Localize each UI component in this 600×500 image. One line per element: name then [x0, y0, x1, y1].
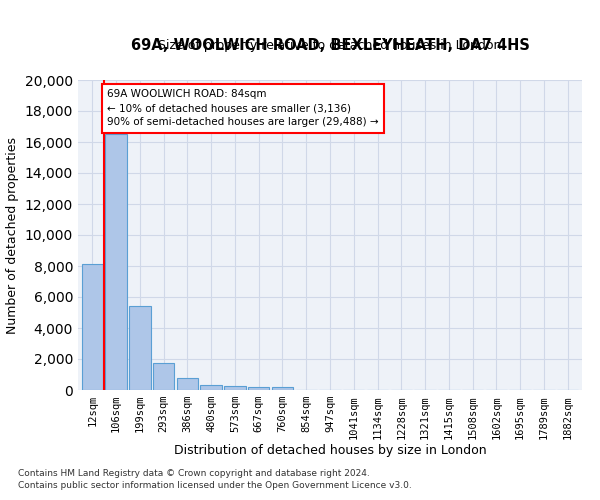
Bar: [82, 264, 103, 390]
Bar: [176, 378, 198, 390]
Bar: [248, 386, 269, 390]
Text: Contains HM Land Registry data © Crown copyright and database right 2024.: Contains HM Land Registry data © Crown c…: [18, 468, 370, 477]
Bar: [200, 385, 222, 390]
X-axis label: Distribution of detached houses by size in London: Distribution of detached houses by size …: [173, 444, 487, 457]
Text: 69A, WOOLWICH ROAD, BEXLEYHEATH, DA7 4HS: 69A, WOOLWICH ROAD, BEXLEYHEATH, DA7 4HS: [131, 38, 529, 52]
Bar: [129, 306, 151, 390]
Bar: [153, 363, 174, 390]
Y-axis label: Number of detached properties: Number of detached properties: [6, 136, 19, 334]
Text: Contains public sector information licensed under the Open Government Licence v3: Contains public sector information licen…: [18, 481, 412, 490]
Text: 69A WOOLWICH ROAD: 84sqm
← 10% of detached houses are smaller (3,136)
90% of sem: 69A WOOLWICH ROAD: 84sqm ← 10% of detach…: [107, 90, 379, 128]
Bar: [272, 387, 293, 390]
Title: Size of property relative to detached houses in London: Size of property relative to detached ho…: [158, 40, 502, 52]
Bar: [106, 134, 127, 390]
Bar: [224, 386, 245, 390]
